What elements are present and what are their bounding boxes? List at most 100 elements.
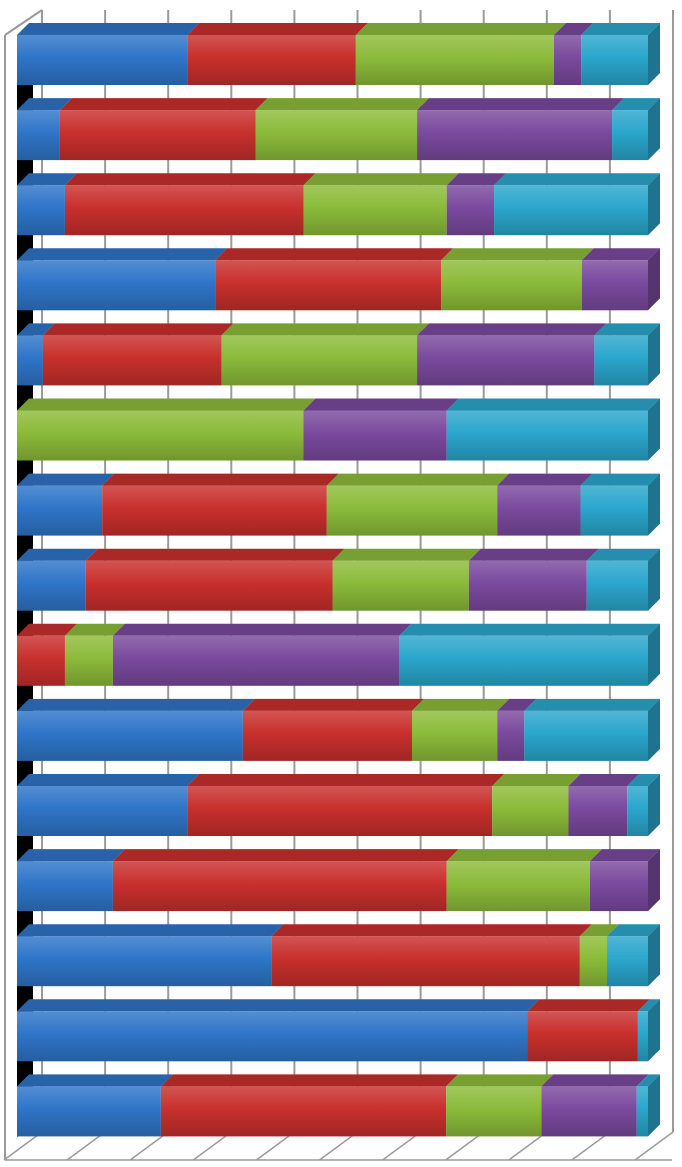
bar-segment xyxy=(527,1011,638,1062)
bar-segment-top xyxy=(417,323,607,336)
bar-series-group xyxy=(17,23,660,1137)
floor-gridline xyxy=(3,1131,43,1161)
bar-segment xyxy=(589,861,648,912)
bar-segment xyxy=(627,786,648,836)
bar-segment xyxy=(17,786,188,836)
bar-end-cap xyxy=(648,924,660,987)
bar-segment xyxy=(59,110,256,161)
bar-segment-top xyxy=(580,473,660,486)
bar-end-cap xyxy=(648,999,660,1062)
bar-segment-top xyxy=(42,323,234,336)
bar-segment xyxy=(17,560,86,611)
floor-gridline xyxy=(445,1131,485,1161)
bar-row xyxy=(17,698,660,761)
bar-segment xyxy=(17,185,65,236)
bar-segment xyxy=(160,1086,447,1137)
bar-segment-top xyxy=(417,98,625,111)
bar-segment-top xyxy=(355,23,566,35)
bar-end-cap xyxy=(648,623,660,686)
bar-segment xyxy=(581,35,648,85)
bar-segment-top xyxy=(446,398,660,411)
bar-segment xyxy=(332,560,469,611)
bar-segment xyxy=(17,936,272,987)
bar-segment xyxy=(417,335,595,386)
bar-segment-top xyxy=(17,698,255,711)
bar-segment-top xyxy=(17,473,115,486)
bar-segment xyxy=(102,485,327,536)
bar-segment-top xyxy=(468,548,599,561)
floor-gridline xyxy=(255,1131,295,1161)
bar-segment xyxy=(417,110,613,161)
bar-end-cap xyxy=(648,1074,660,1137)
bar-segment xyxy=(112,861,447,912)
bar-segment xyxy=(17,335,43,386)
bar-segment-top xyxy=(636,1074,660,1087)
bar-end-cap xyxy=(648,548,660,611)
bar-segment xyxy=(497,485,581,536)
bar-segment xyxy=(580,485,648,536)
bar-segment xyxy=(112,635,400,686)
bar-segment-top xyxy=(271,924,592,937)
bar-segment xyxy=(553,35,582,85)
bar-segment xyxy=(468,560,587,611)
bar-segment-top xyxy=(332,548,481,561)
bar-segment xyxy=(492,786,569,836)
bar-end-cap xyxy=(648,473,660,536)
bar-segment-top xyxy=(242,698,425,711)
bar-segment-top xyxy=(497,473,593,486)
bar-row xyxy=(17,999,660,1062)
bar-segment-top xyxy=(541,1074,649,1087)
bar-segment xyxy=(17,1086,161,1137)
bar-segment-top xyxy=(112,623,412,636)
bar-segment xyxy=(17,485,103,536)
bar-segment xyxy=(215,260,442,311)
bar-segment xyxy=(355,35,554,85)
bar-segment-top xyxy=(112,849,459,862)
bar-segment xyxy=(497,710,525,761)
bar-segment xyxy=(42,335,222,386)
bar-segment-top xyxy=(553,23,594,35)
bar-segment xyxy=(17,35,188,85)
floor-gridline xyxy=(129,1131,169,1161)
bar-end-cap xyxy=(648,323,660,386)
bar-segment-top xyxy=(17,849,125,862)
bar-segment xyxy=(579,936,607,987)
bar-segment-top xyxy=(85,548,345,561)
bar-segment xyxy=(17,110,60,161)
bar-row xyxy=(17,23,660,85)
bar-segment xyxy=(64,635,113,686)
bar-segment-top xyxy=(17,248,228,261)
bar-segment xyxy=(187,786,493,836)
bar-segment-top xyxy=(494,173,660,186)
bar-segment xyxy=(606,936,648,987)
bar-segment xyxy=(17,410,304,461)
bar-end-cap xyxy=(648,849,660,912)
bar-row xyxy=(17,173,660,236)
bar-segment-top xyxy=(446,1074,554,1087)
bar-row xyxy=(17,398,660,461)
bar-segment-top xyxy=(627,774,660,786)
bar-segment-top xyxy=(612,98,660,111)
bar-segment-top xyxy=(17,98,72,111)
bar-row xyxy=(17,323,660,386)
bar-segment-top xyxy=(17,774,200,786)
bar-end-cap xyxy=(648,698,660,761)
bar-end-cap xyxy=(648,774,660,836)
bar-end-cap xyxy=(648,248,660,311)
bar-segment-top xyxy=(187,774,505,786)
bar-row xyxy=(17,98,660,161)
bar-segment-top xyxy=(568,774,640,786)
floor-gridline xyxy=(508,1131,548,1161)
bar-segment xyxy=(446,185,495,236)
bar-segment-top xyxy=(160,1074,459,1087)
bar-segment-top xyxy=(17,548,98,561)
bar-segment xyxy=(399,635,648,686)
bar-end-cap xyxy=(648,398,660,461)
bar-segment-top xyxy=(637,999,660,1012)
bar-segment-top xyxy=(399,623,660,636)
bar-row xyxy=(17,623,660,686)
bar-segment xyxy=(17,710,243,761)
bar-segment xyxy=(494,185,648,236)
bar-row xyxy=(17,849,660,912)
